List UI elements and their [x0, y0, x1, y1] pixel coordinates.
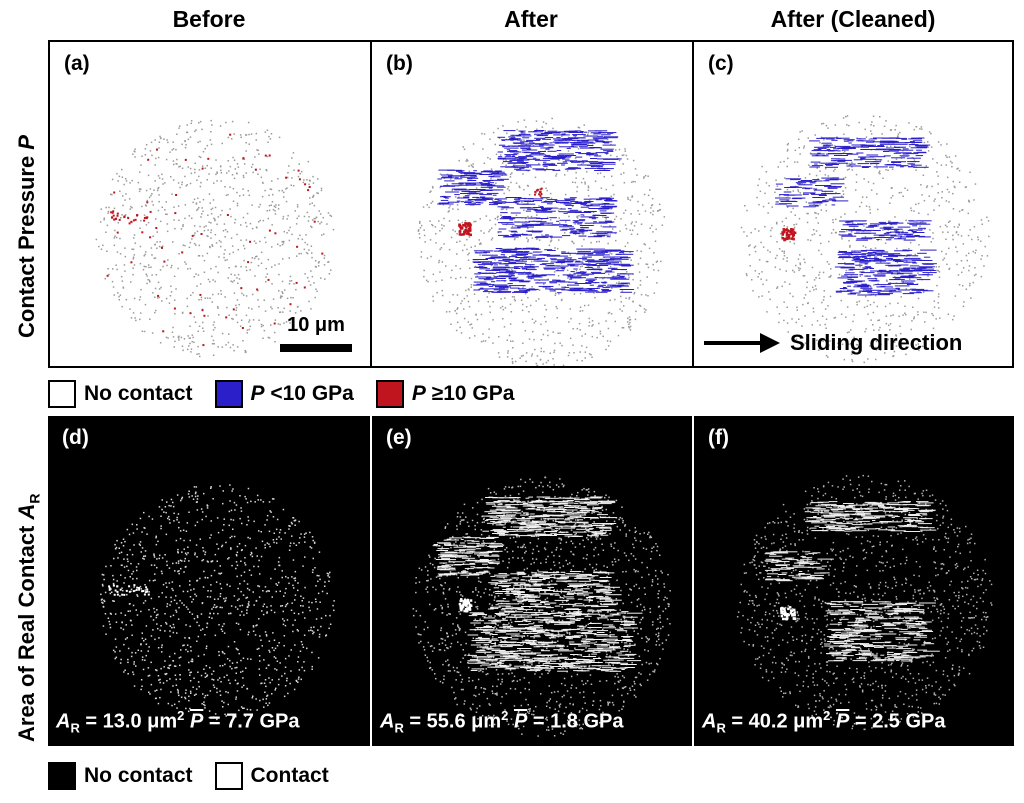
row-label-a-symbol: A — [14, 503, 39, 520]
p-unit: GPa — [259, 711, 300, 733]
legend-contact: No contact Contact — [48, 762, 351, 790]
panel-d-contact-before: (d) AR = 13.0 μm2 P = 7.7 GPa — [48, 416, 370, 746]
scale-bar-line — [280, 344, 352, 352]
sliding-direction: Sliding direction — [702, 330, 962, 356]
panel-label-f: (f) — [708, 426, 729, 449]
ar-subscript: R — [394, 721, 404, 736]
column-title-before: Before — [172, 6, 246, 32]
panel-c-pressure-after-cleaned: (c) Sliding direction — [692, 40, 1014, 368]
panel-label-e: (e) — [386, 426, 412, 449]
legend-item-low-pressure: P <10 GPa — [214, 380, 354, 408]
ar-unit: μm — [147, 711, 178, 733]
legend-item-high-pressure: P ≥10 GPa — [375, 380, 515, 408]
panel-label-b: (b) — [386, 52, 413, 75]
p-unit: GPa — [905, 711, 946, 733]
swatch-white — [48, 380, 76, 408]
legend-high-label: ≥10 GPa — [425, 382, 515, 405]
row-label-real-contact-text: Area of Real Contact — [14, 519, 39, 742]
legend-low-label: <10 GPa — [264, 382, 354, 405]
ar-symbol: A — [702, 711, 717, 733]
pressure-map-after-cleaned — [740, 115, 990, 364]
ar-subscript: R — [716, 721, 726, 736]
row-label-contact-pressure-text: Contact Pressure — [14, 149, 39, 338]
pressure-speckles — [95, 119, 335, 358]
legend-high-p-symbol: P — [411, 382, 426, 405]
row-label-real-contact-area: Area of Real Contact AR — [14, 493, 42, 742]
stat-d: AR = 13.0 μm2 P = 7.7 GPa — [56, 708, 300, 736]
p-value-e: 1.8 — [550, 711, 578, 733]
p-unit: GPa — [583, 711, 624, 733]
stat-f: AR = 40.2 μm2 P = 2.5 GPa — [702, 708, 946, 736]
p-value-f: 2.5 — [872, 711, 900, 733]
ar-unit-sup: 2 — [501, 708, 509, 724]
p-value-d: 7.7 — [226, 711, 254, 733]
stat-e: AR = 55.6 μm2 P = 1.8 GPa — [380, 708, 624, 736]
ar-value-f: 40.2 — [748, 711, 788, 733]
scale-bar-label: 10 μm — [287, 314, 345, 336]
contact-map-after — [412, 476, 671, 737]
ar-unit-sup: 2 — [177, 708, 185, 724]
scale-bar: 10 μm — [280, 314, 352, 354]
panel-label-a: (a) — [64, 52, 90, 75]
ar-unit: μm — [471, 711, 502, 733]
legend-pressure: No contact P <10 GPa P ≥10 GPa — [48, 380, 536, 408]
panel-f-contact-after-cleaned: (f) AR = 40.2 μm2 P = 2.5 GPa — [692, 416, 1014, 746]
legend-no-contact-label: No contact — [84, 382, 193, 405]
panel-a-pressure-before: (a) 10 μm — [48, 40, 372, 368]
column-title-after: After — [504, 6, 558, 32]
sliding-direction-label: Sliding direction — [790, 330, 963, 355]
column-title-after-cleaned: After (Cleaned) — [770, 6, 936, 32]
ar-unit-sup: 2 — [823, 708, 831, 724]
ar-subscript: R — [70, 721, 80, 736]
swatch-blue — [214, 380, 243, 408]
ar-unit: μm — [793, 711, 824, 733]
legend-low-p-symbol: P — [250, 382, 265, 405]
swatch-white-contact — [214, 762, 243, 790]
contact-map-before — [100, 484, 335, 721]
row-label-p-symbol: P — [14, 135, 39, 150]
legend-contact-label: Contact — [250, 764, 329, 787]
pressure-map-after — [417, 117, 666, 366]
panel-label-d: (d) — [62, 426, 89, 449]
ar-symbol: A — [56, 711, 71, 733]
panel-label-c: (c) — [708, 52, 734, 75]
ar-value-d: 13.0 — [102, 711, 142, 733]
contact-map-after-cleaned — [736, 474, 993, 731]
legend-no-contact-black-label: No contact — [84, 764, 193, 787]
p-mean-symbol: P — [835, 711, 850, 733]
swatch-black — [48, 762, 76, 790]
arrow-right-icon — [704, 333, 780, 353]
legend-item-no-contact-black: No contact — [48, 762, 193, 790]
row-label-contact-pressure: Contact Pressure P — [14, 135, 40, 338]
panel-e-contact-after: (e) AR = 55.6 μm2 P = 1.8 GPa — [370, 416, 692, 746]
panel-b-pressure-after: (b) — [370, 40, 694, 368]
row-label-a-subscript: R — [26, 493, 43, 504]
swatch-red — [375, 380, 404, 408]
ar-symbol: A — [380, 711, 395, 733]
legend-item-no-contact: No contact — [48, 380, 193, 408]
legend-item-contact-white: Contact — [214, 762, 329, 790]
ar-value-e: 55.6 — [426, 711, 466, 733]
p-mean-symbol: P — [189, 711, 204, 733]
p-mean-symbol: P — [513, 711, 528, 733]
